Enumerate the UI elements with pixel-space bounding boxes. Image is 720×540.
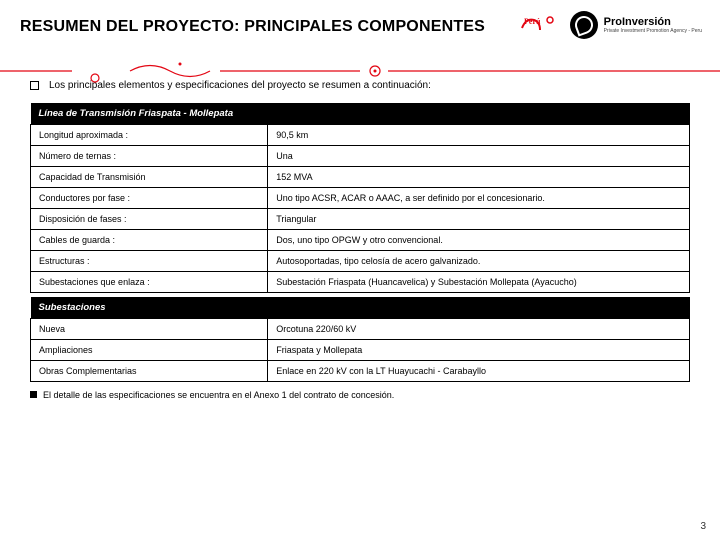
- row-label: Ampliaciones: [31, 340, 268, 361]
- row-value: Triangular: [268, 209, 690, 230]
- row-value: Una: [268, 146, 690, 167]
- logo-area: Perú ProInversión Private Investment Pro…: [520, 10, 702, 40]
- footnote-text: El detalle de las especificaciones se en…: [43, 390, 394, 400]
- spec-table-2: Subestaciones NuevaOrcotuna 220/60 kV Am…: [30, 297, 690, 382]
- table-row: AmpliacionesFriaspata y Mollepata: [31, 340, 690, 361]
- proinversion-sublabel: Private Investment Promotion Agency - Pe…: [604, 28, 702, 34]
- table-row: Subestaciones que enlaza :Subestación Fr…: [31, 272, 690, 293]
- footnote-row: El detalle de las especificaciones se en…: [30, 390, 690, 400]
- table-row: Capacidad de Transmisión152 MVA: [31, 167, 690, 188]
- slide-header: RESUMEN DEL PROYECTO: PRINCIPALES COMPON…: [0, 0, 720, 60]
- row-value: Enlace en 220 kV con la LT Huayucachi - …: [268, 361, 690, 382]
- spec-table-1: Línea de Transmisión Friaspata - Mollepa…: [30, 103, 690, 293]
- row-value: Dos, uno tipo OPGW y otro convencional.: [268, 230, 690, 251]
- section1-header: Línea de Transmisión Friaspata - Mollepa…: [31, 103, 690, 125]
- page-number: 3: [700, 521, 706, 532]
- row-label: Subestaciones que enlaza :: [31, 272, 268, 293]
- table-row: Longitud aproximada :90,5 km: [31, 125, 690, 146]
- section2-header: Subestaciones: [31, 297, 690, 319]
- row-value: 90,5 km: [268, 125, 690, 146]
- proinversion-icon: [570, 11, 598, 39]
- row-value: Orcotuna 220/60 kV: [268, 319, 690, 340]
- table-row: Obras ComplementariasEnlace en 220 kV co…: [31, 361, 690, 382]
- row-value: Subestación Friaspata (Huancavelica) y S…: [268, 272, 690, 293]
- row-label: Número de ternas :: [31, 146, 268, 167]
- table-row: Conductores por fase :Uno tipo ACSR, ACA…: [31, 188, 690, 209]
- table-row: Cables de guarda :Dos, uno tipo OPGW y o…: [31, 230, 690, 251]
- row-label: Nueva: [31, 319, 268, 340]
- table-row: Estructuras :Autosoportadas, tipo celosí…: [31, 251, 690, 272]
- table-row: Disposición de fases :Triangular: [31, 209, 690, 230]
- bullet-square-filled-icon: [30, 391, 37, 398]
- row-label: Disposición de fases :: [31, 209, 268, 230]
- content-area: Los principales elementos y especificaci…: [0, 60, 720, 400]
- row-label: Estructuras :: [31, 251, 268, 272]
- row-value: 152 MVA: [268, 167, 690, 188]
- row-value: Friaspata y Mollepata: [268, 340, 690, 361]
- svg-text:Perú: Perú: [524, 17, 541, 26]
- row-label: Longitud aproximada :: [31, 125, 268, 146]
- row-label: Cables de guarda :: [31, 230, 268, 251]
- row-label: Capacidad de Transmisión: [31, 167, 268, 188]
- peru-logo: Perú: [520, 10, 562, 40]
- row-value: Autosoportadas, tipo celosía de acero ga…: [268, 251, 690, 272]
- proinversion-logo: ProInversión Private Investment Promotio…: [570, 11, 702, 39]
- table-row: NuevaOrcotuna 220/60 kV: [31, 319, 690, 340]
- decorative-red-line: [0, 58, 720, 84]
- row-label: Conductores por fase :: [31, 188, 268, 209]
- row-value: Uno tipo ACSR, ACAR o AAAC, a ser defini…: [268, 188, 690, 209]
- row-label: Obras Complementarias: [31, 361, 268, 382]
- table-row: Número de ternas :Una: [31, 146, 690, 167]
- proinversion-label: ProInversión: [604, 17, 702, 28]
